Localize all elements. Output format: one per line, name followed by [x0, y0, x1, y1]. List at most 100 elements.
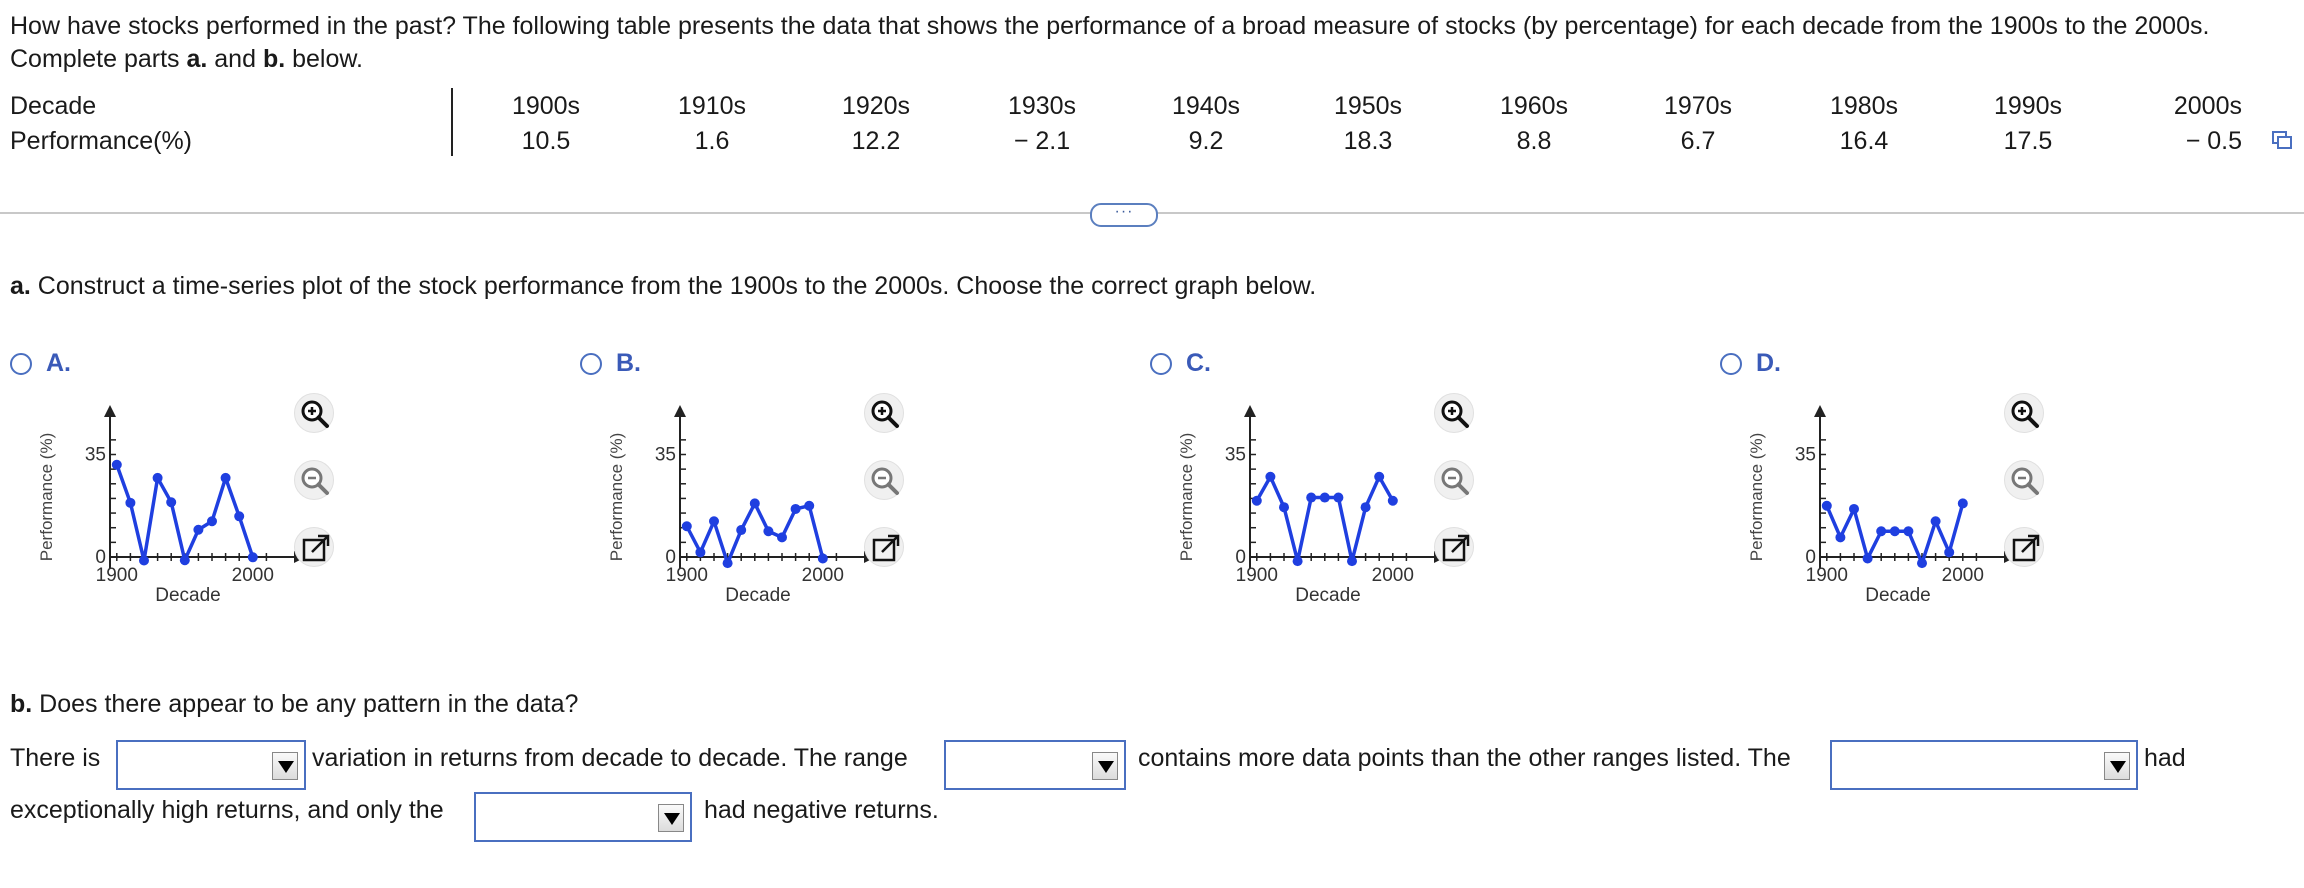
- data-point: [695, 547, 706, 558]
- open-external-icon[interactable]: [299, 532, 331, 564]
- answer-line-1: There is variation in returns from decad…: [10, 740, 2300, 790]
- performance-cell: 8.8: [1516, 127, 1552, 155]
- option-radio-button[interactable]: [1150, 353, 1172, 375]
- data-point: [1944, 547, 1955, 558]
- option-a: A. 35 0 1900 2000 Decade Performance (%): [10, 345, 570, 645]
- zoom-in-icon[interactable]: [1439, 398, 1471, 430]
- y-axis-label: Performance (%): [1747, 433, 1766, 561]
- chevron-down-icon[interactable]: [272, 752, 298, 780]
- zoom-in-button[interactable]: [1434, 393, 1474, 433]
- x-tick-label: 1900: [96, 565, 138, 586]
- x-tick-label: 1900: [1806, 565, 1848, 586]
- data-point: [1387, 495, 1398, 506]
- data-point: [790, 503, 801, 514]
- data-point: [763, 526, 774, 537]
- data-point: [709, 516, 719, 527]
- chevron-down-icon[interactable]: [2104, 752, 2130, 780]
- y-axis-label: Performance (%): [607, 433, 626, 561]
- variation-dropdown[interactable]: [116, 740, 306, 790]
- zoom-out-button[interactable]: [864, 460, 904, 500]
- open-external-icon[interactable]: [869, 532, 901, 564]
- chevron-down-icon[interactable]: [658, 804, 684, 832]
- open-external-button[interactable]: [864, 527, 904, 567]
- zoom-in-button[interactable]: [294, 393, 334, 433]
- option-letter[interactable]: A.: [46, 349, 71, 377]
- y-tick-label: 0: [1235, 547, 1246, 568]
- decade-cell: 1990s: [1993, 92, 2063, 120]
- zoom-in-icon[interactable]: [869, 398, 901, 430]
- zoom-in-button[interactable]: [864, 393, 904, 433]
- part-b-prompt: b. Does there appear to be any pattern i…: [10, 690, 578, 719]
- performance-cell: 1.6: [694, 127, 730, 155]
- decade-cell: 1960s: [1499, 92, 1569, 120]
- data-table: Decade Performance(%) 1900s 10.5 1910s 1.6 1…: [10, 88, 2292, 160]
- data-point: [1930, 516, 1941, 527]
- data-point: [234, 511, 245, 522]
- zoom-out-icon[interactable]: [2009, 465, 2041, 497]
- data-point: [1835, 532, 1846, 543]
- data-point: [125, 497, 136, 508]
- open-external-button[interactable]: [294, 527, 334, 567]
- intro-text: How have stocks performed in the past? T…: [10, 12, 2210, 73]
- chevron-down-icon[interactable]: [1092, 752, 1118, 780]
- data-point: [1319, 492, 1330, 503]
- y-axis-label: Performance (%): [1177, 433, 1196, 561]
- x-axis-label: Decade: [725, 585, 791, 606]
- zoom-out-icon[interactable]: [869, 465, 901, 497]
- intro-part-a: a.: [186, 45, 208, 73]
- high-returns-dropdown[interactable]: [1830, 740, 2138, 790]
- open-external-button[interactable]: [2004, 527, 2044, 567]
- zoom-out-icon[interactable]: [1439, 465, 1471, 497]
- part-a-prompt: a. Construct a time-series plot of the s…: [10, 272, 1316, 301]
- decade-row-label: Decade: [10, 92, 97, 120]
- data-point: [804, 500, 815, 511]
- option-letter[interactable]: C.: [1186, 349, 1211, 377]
- performance-row-label: Performance(%): [10, 127, 192, 155]
- option-radio-button[interactable]: [10, 353, 32, 375]
- zoom-in-icon[interactable]: [299, 398, 331, 430]
- answer-text-6: had negative returns.: [704, 796, 939, 824]
- decade-cell: 1910s: [677, 92, 747, 120]
- range-dropdown[interactable]: [944, 740, 1126, 790]
- option-b: B. 35 0 1900 2000 Decade Performance (%): [580, 345, 1140, 645]
- option-letter[interactable]: B.: [616, 349, 641, 377]
- open-external-button[interactable]: [1434, 527, 1474, 567]
- zoom-in-button[interactable]: [2004, 393, 2044, 433]
- zoom-out-button[interactable]: [2004, 460, 2044, 500]
- data-point: [1251, 495, 1262, 506]
- zoom-out-button[interactable]: [294, 460, 334, 500]
- question-intro: How have stocks performed in the past? T…: [10, 10, 2250, 76]
- option-radio-button[interactable]: [580, 353, 602, 375]
- answer-text-5: exceptionally high returns, and only the: [10, 796, 444, 824]
- decade-cell: 1950s: [1333, 92, 1403, 120]
- copy-icon[interactable]: [2272, 131, 2292, 149]
- negative-returns-dropdown[interactable]: [474, 792, 692, 842]
- x-tick-label: 1900: [1236, 565, 1278, 586]
- part-b-label: b.: [10, 690, 33, 718]
- expand-more-button[interactable]: ···: [1090, 203, 1158, 227]
- zoom-out-icon[interactable]: [299, 465, 331, 497]
- open-external-icon[interactable]: [2009, 532, 2041, 564]
- performance-cell: 6.7: [1680, 127, 1716, 155]
- performance-cell: 17.5: [2003, 127, 2053, 155]
- answer-line-2: exceptionally high returns, and only the…: [10, 792, 2300, 842]
- option-letter[interactable]: D.: [1756, 349, 1781, 377]
- zoom-in-icon[interactable]: [2009, 398, 2041, 430]
- answer-text-1: There is: [10, 744, 101, 772]
- decade-cell: 1940s: [1171, 92, 1241, 120]
- zoom-out-button[interactable]: [1434, 460, 1474, 500]
- performance-cell: 10.5: [521, 127, 571, 155]
- series-line: [115, 464, 255, 563]
- performance-cell: 16.4: [1839, 127, 1889, 155]
- answer-text-3: contains more data points than the other…: [1138, 744, 1791, 772]
- performance-cell: 18.3: [1343, 127, 1393, 155]
- x-tick-label: 2000: [1942, 565, 1984, 586]
- open-external-icon[interactable]: [1439, 532, 1471, 564]
- option-radio-button[interactable]: [1720, 353, 1742, 375]
- decade-cell: 2000s: [2173, 92, 2242, 120]
- data-point: [1903, 526, 1914, 537]
- x-tick-label: 2000: [232, 565, 274, 586]
